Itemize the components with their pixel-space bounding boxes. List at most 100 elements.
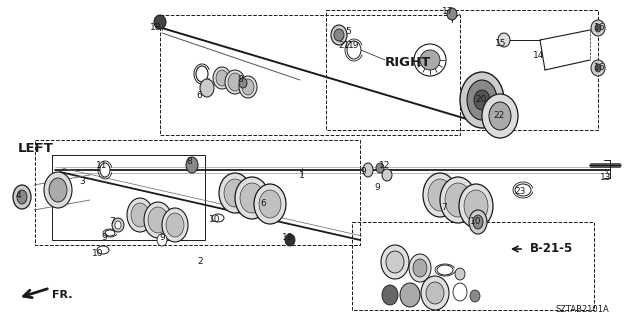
Text: 15: 15 <box>495 38 507 47</box>
Ellipse shape <box>196 66 208 82</box>
Text: 22: 22 <box>493 110 504 119</box>
Ellipse shape <box>259 190 281 218</box>
Ellipse shape <box>239 78 247 88</box>
Text: 2: 2 <box>197 258 203 267</box>
Ellipse shape <box>240 183 264 213</box>
Text: RIGHT: RIGHT <box>385 55 431 68</box>
Ellipse shape <box>595 64 601 72</box>
Text: 6: 6 <box>260 198 266 207</box>
Text: B-21-5: B-21-5 <box>530 242 573 254</box>
Ellipse shape <box>212 214 224 222</box>
Text: 18: 18 <box>150 23 162 33</box>
Text: 23: 23 <box>515 188 525 196</box>
Text: 9: 9 <box>101 233 107 242</box>
Ellipse shape <box>331 25 347 45</box>
Text: 9: 9 <box>360 167 366 177</box>
Text: 5: 5 <box>345 27 351 36</box>
Ellipse shape <box>595 24 601 32</box>
Ellipse shape <box>409 254 431 282</box>
Text: 3: 3 <box>79 177 85 186</box>
Ellipse shape <box>148 207 168 233</box>
Text: 10: 10 <box>470 217 482 226</box>
Ellipse shape <box>242 79 254 95</box>
Text: 9: 9 <box>374 183 380 193</box>
Ellipse shape <box>213 67 231 89</box>
Ellipse shape <box>464 190 488 222</box>
Text: 18: 18 <box>282 234 294 243</box>
Text: 8: 8 <box>186 157 192 166</box>
Ellipse shape <box>154 15 166 29</box>
Text: 9: 9 <box>159 233 165 242</box>
Ellipse shape <box>97 246 109 254</box>
Ellipse shape <box>334 29 344 41</box>
Ellipse shape <box>440 177 476 223</box>
Text: 16: 16 <box>595 62 605 71</box>
Ellipse shape <box>144 202 172 238</box>
Ellipse shape <box>105 230 115 236</box>
Ellipse shape <box>225 70 245 94</box>
Text: 1: 1 <box>299 171 305 180</box>
Ellipse shape <box>423 173 457 217</box>
Ellipse shape <box>459 184 493 228</box>
Text: 4: 4 <box>15 191 21 201</box>
Text: 13: 13 <box>600 173 612 182</box>
Ellipse shape <box>162 208 188 242</box>
Ellipse shape <box>426 282 444 304</box>
Text: 6: 6 <box>196 92 202 100</box>
Text: 11: 11 <box>96 161 108 170</box>
Ellipse shape <box>235 177 269 219</box>
Ellipse shape <box>363 163 373 177</box>
Ellipse shape <box>382 169 392 181</box>
Ellipse shape <box>420 50 440 70</box>
Ellipse shape <box>160 230 170 236</box>
Ellipse shape <box>413 259 427 277</box>
Ellipse shape <box>219 173 251 213</box>
Ellipse shape <box>400 283 420 307</box>
Ellipse shape <box>421 276 449 310</box>
Text: 10: 10 <box>209 215 221 225</box>
Ellipse shape <box>200 79 214 97</box>
Ellipse shape <box>453 283 467 301</box>
Ellipse shape <box>455 268 465 280</box>
Ellipse shape <box>591 60 605 76</box>
Ellipse shape <box>591 20 605 36</box>
Ellipse shape <box>17 190 27 204</box>
Ellipse shape <box>382 285 398 305</box>
Ellipse shape <box>445 183 471 217</box>
Ellipse shape <box>239 76 257 98</box>
Ellipse shape <box>447 8 457 20</box>
Text: LEFT: LEFT <box>18 141 54 155</box>
Text: 8: 8 <box>237 75 243 84</box>
Text: SZTAB2101A: SZTAB2101A <box>555 306 609 315</box>
Text: 21: 21 <box>339 42 349 51</box>
Text: 19: 19 <box>348 42 360 51</box>
Text: 10: 10 <box>92 249 104 258</box>
Ellipse shape <box>428 179 452 211</box>
Ellipse shape <box>166 213 184 237</box>
Ellipse shape <box>127 198 153 232</box>
Ellipse shape <box>49 178 67 202</box>
Ellipse shape <box>254 184 286 224</box>
Ellipse shape <box>216 70 228 86</box>
Ellipse shape <box>474 90 490 110</box>
Text: 20: 20 <box>476 95 486 105</box>
Text: 17: 17 <box>442 6 454 15</box>
Ellipse shape <box>437 265 453 275</box>
Ellipse shape <box>224 179 246 207</box>
Ellipse shape <box>100 163 110 177</box>
Text: FR.: FR. <box>52 290 72 300</box>
Ellipse shape <box>469 210 487 234</box>
Text: 14: 14 <box>533 51 545 60</box>
Ellipse shape <box>515 184 531 196</box>
Ellipse shape <box>467 80 497 120</box>
Ellipse shape <box>186 157 198 173</box>
Ellipse shape <box>376 163 384 173</box>
Ellipse shape <box>285 234 295 246</box>
Ellipse shape <box>473 215 483 229</box>
Ellipse shape <box>115 221 121 229</box>
Ellipse shape <box>347 41 361 59</box>
Ellipse shape <box>44 172 72 208</box>
Ellipse shape <box>386 251 404 273</box>
Text: 7: 7 <box>109 218 115 227</box>
Ellipse shape <box>112 218 124 232</box>
